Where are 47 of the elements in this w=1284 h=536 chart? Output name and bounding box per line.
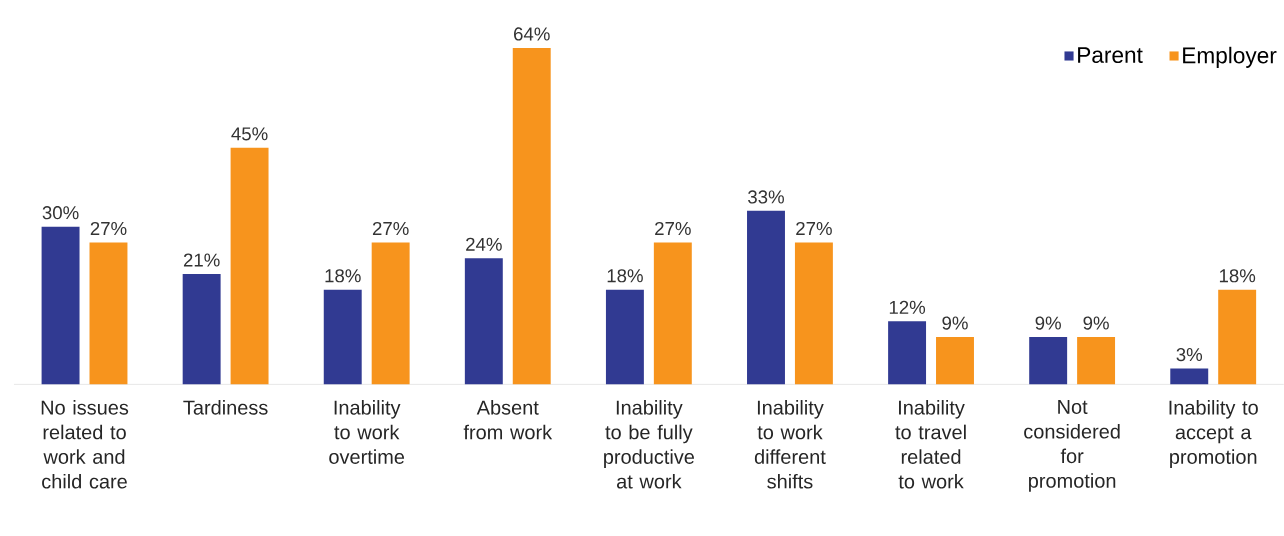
bar [464, 258, 503, 385]
data-label: 27% [372, 221, 409, 236]
data-label: 9% [1035, 316, 1061, 330]
bar [41, 226, 80, 385]
x-tick-label: Inability to accept a promotion [1169, 400, 1258, 468]
data-label: 3% [1176, 347, 1203, 362]
data-label: 27% [90, 221, 127, 236]
data-label: 30% [42, 206, 79, 220]
bar [1077, 336, 1116, 385]
data-label: 64% [514, 27, 550, 41]
x-tick-label: Not considered for promotion [1024, 400, 1120, 492]
bar [512, 47, 551, 385]
x-tick-label: Absent from work [463, 400, 553, 440]
data-label: 18% [325, 269, 361, 283]
legend-label: Parent [1078, 47, 1143, 63]
x-tick-label: Tardiness [183, 400, 268, 415]
data-label: 18% [607, 269, 643, 283]
bar [936, 336, 974, 385]
x-tick-label: Inability to travel related to work [895, 400, 966, 489]
bar [1170, 368, 1209, 385]
data-label: 12% [889, 300, 926, 314]
bar [888, 321, 927, 385]
data-label: 9% [1083, 316, 1109, 330]
x-tick-label: No issues related to work and child care [41, 400, 129, 489]
bar [371, 242, 410, 385]
bar [1029, 336, 1068, 385]
data-label: 27% [796, 221, 832, 236]
data-label: 21% [183, 253, 220, 267]
bar [230, 147, 269, 385]
bar [747, 210, 785, 385]
bar [653, 242, 692, 385]
bar [1218, 289, 1257, 385]
data-label: 45% [231, 127, 268, 141]
data-label: 24% [466, 237, 502, 251]
bar [605, 289, 644, 385]
bar [89, 242, 128, 385]
x-tick-label: Inability to work different shifts [754, 400, 826, 489]
bar [182, 273, 221, 385]
x-tick-label: Inability to work overtime [329, 400, 405, 464]
bar [323, 289, 362, 385]
data-label: 33% [748, 190, 784, 204]
data-label: 9% [942, 316, 968, 330]
data-label: 27% [655, 221, 691, 236]
bar [794, 242, 833, 385]
legend-label: Employer [1183, 46, 1277, 68]
x-tick-label: Inability to be fully productive at work [604, 400, 695, 489]
data-label: 18% [1219, 269, 1256, 283]
